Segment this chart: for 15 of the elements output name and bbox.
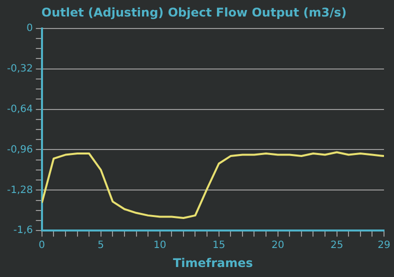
x-tick-label: 25: [330, 240, 344, 252]
y-tick-label: -0,64: [7, 104, 33, 115]
x-tick-label: 29: [378, 240, 390, 252]
x-tick-label: 5: [98, 240, 104, 252]
x-tick-label: 15: [212, 240, 226, 252]
chart-title: Outlet (Adjusting) Object Flow Output (m3/s): [41, 5, 347, 20]
x-tick-label: 20: [271, 240, 284, 252]
x-axis-title: Timeframes: [172, 256, 253, 270]
y-tick-label: -0,32: [7, 63, 33, 74]
x-tick-label: 10: [153, 240, 166, 252]
y-tick-label: -0,96: [7, 144, 33, 156]
y-tick-label: -1,28: [7, 184, 33, 196]
y-tick-label: -1,6: [13, 225, 33, 236]
x-tick-label: 0: [38, 240, 46, 252]
y-tick-label: 0: [26, 22, 33, 34]
